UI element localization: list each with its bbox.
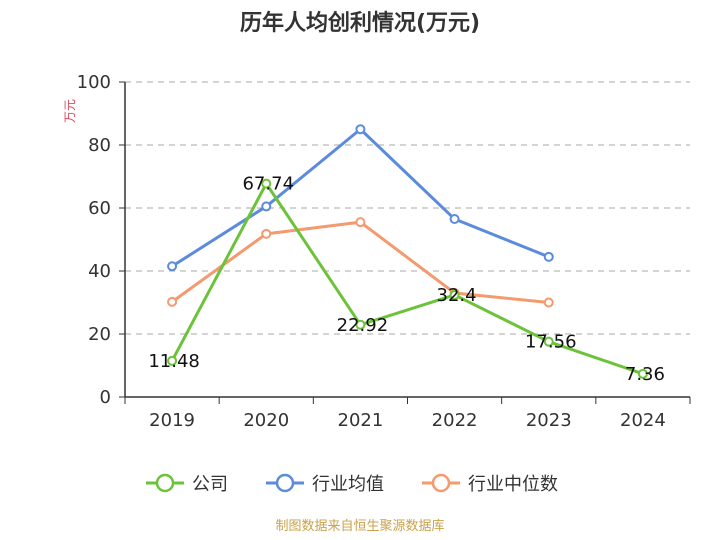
legend-label: 公司 [192,474,228,495]
legend-swatch-marker [155,473,175,493]
y-tick-label: 80 [88,135,111,156]
y-tick-label: 40 [88,261,111,282]
grid-lines [125,81,690,335]
legend-item-2[interactable]: 行业中位数 [422,473,558,495]
series-point-0[interactable] [261,178,272,189]
series-point-2[interactable] [167,296,178,307]
y-tick-label: 20 [88,324,111,345]
data-label: 11.48 [148,351,200,372]
series-point-2[interactable] [261,228,272,239]
data-label: 32.4 [437,285,477,306]
axes: 0 20 40 60 80 100 2019 2020 2021 2022 2023 2024 [77,72,691,431]
data-label: 22.92 [337,315,389,336]
legend-item-0[interactable]: 公司 [146,473,228,495]
x-tick-label: 2019 [149,410,195,431]
y-tick-label: 0 [100,387,111,408]
x-tick-label: 2023 [526,410,572,431]
series-line-0 [170,182,644,376]
y-tick-label: 60 [88,198,111,219]
series-point-0[interactable] [543,336,554,347]
x-tick-label: 2022 [432,410,478,431]
legend[interactable]: 公司 行业均值 行业中位数 [146,473,558,495]
chart-title: 历年人均创利情况(万元) [240,10,480,36]
series-point-1[interactable] [543,251,554,262]
y-axis-unit-label: 万元 [63,99,77,123]
legend-item-1[interactable]: 行业均值 [266,473,384,495]
data-label: 17.56 [525,332,577,353]
series-group [167,124,648,379]
series-point-2[interactable] [355,217,366,228]
legend-label: 行业均值 [312,474,384,495]
series-point-1[interactable] [167,261,178,272]
legend-swatch-marker [275,473,295,493]
data-label: 7.36 [625,364,665,385]
source-note: 制图数据来自恒生聚源数据库 [275,518,444,534]
series-point-2[interactable] [543,297,554,308]
legend-swatch-marker [431,473,451,493]
x-tick-label: 2024 [620,410,666,431]
series-point-0[interactable] [167,355,178,366]
series-point-0[interactable] [449,289,460,300]
series-point-0[interactable] [355,319,366,330]
x-tick-label: 2020 [243,410,289,431]
data-label: 67.74 [242,174,294,195]
y-tick-label: 100 [77,72,111,93]
series-line-1 [171,127,550,268]
series-point-1[interactable] [261,201,272,212]
legend-label: 行业中位数 [468,474,558,495]
data-labels: 11.48 67.74 22.92 32.4 17.56 7.36 [148,174,665,385]
series-point-1[interactable] [355,124,366,135]
x-tick-label: 2021 [338,410,384,431]
series-point-0[interactable] [637,368,648,379]
series-point-1[interactable] [449,214,460,225]
